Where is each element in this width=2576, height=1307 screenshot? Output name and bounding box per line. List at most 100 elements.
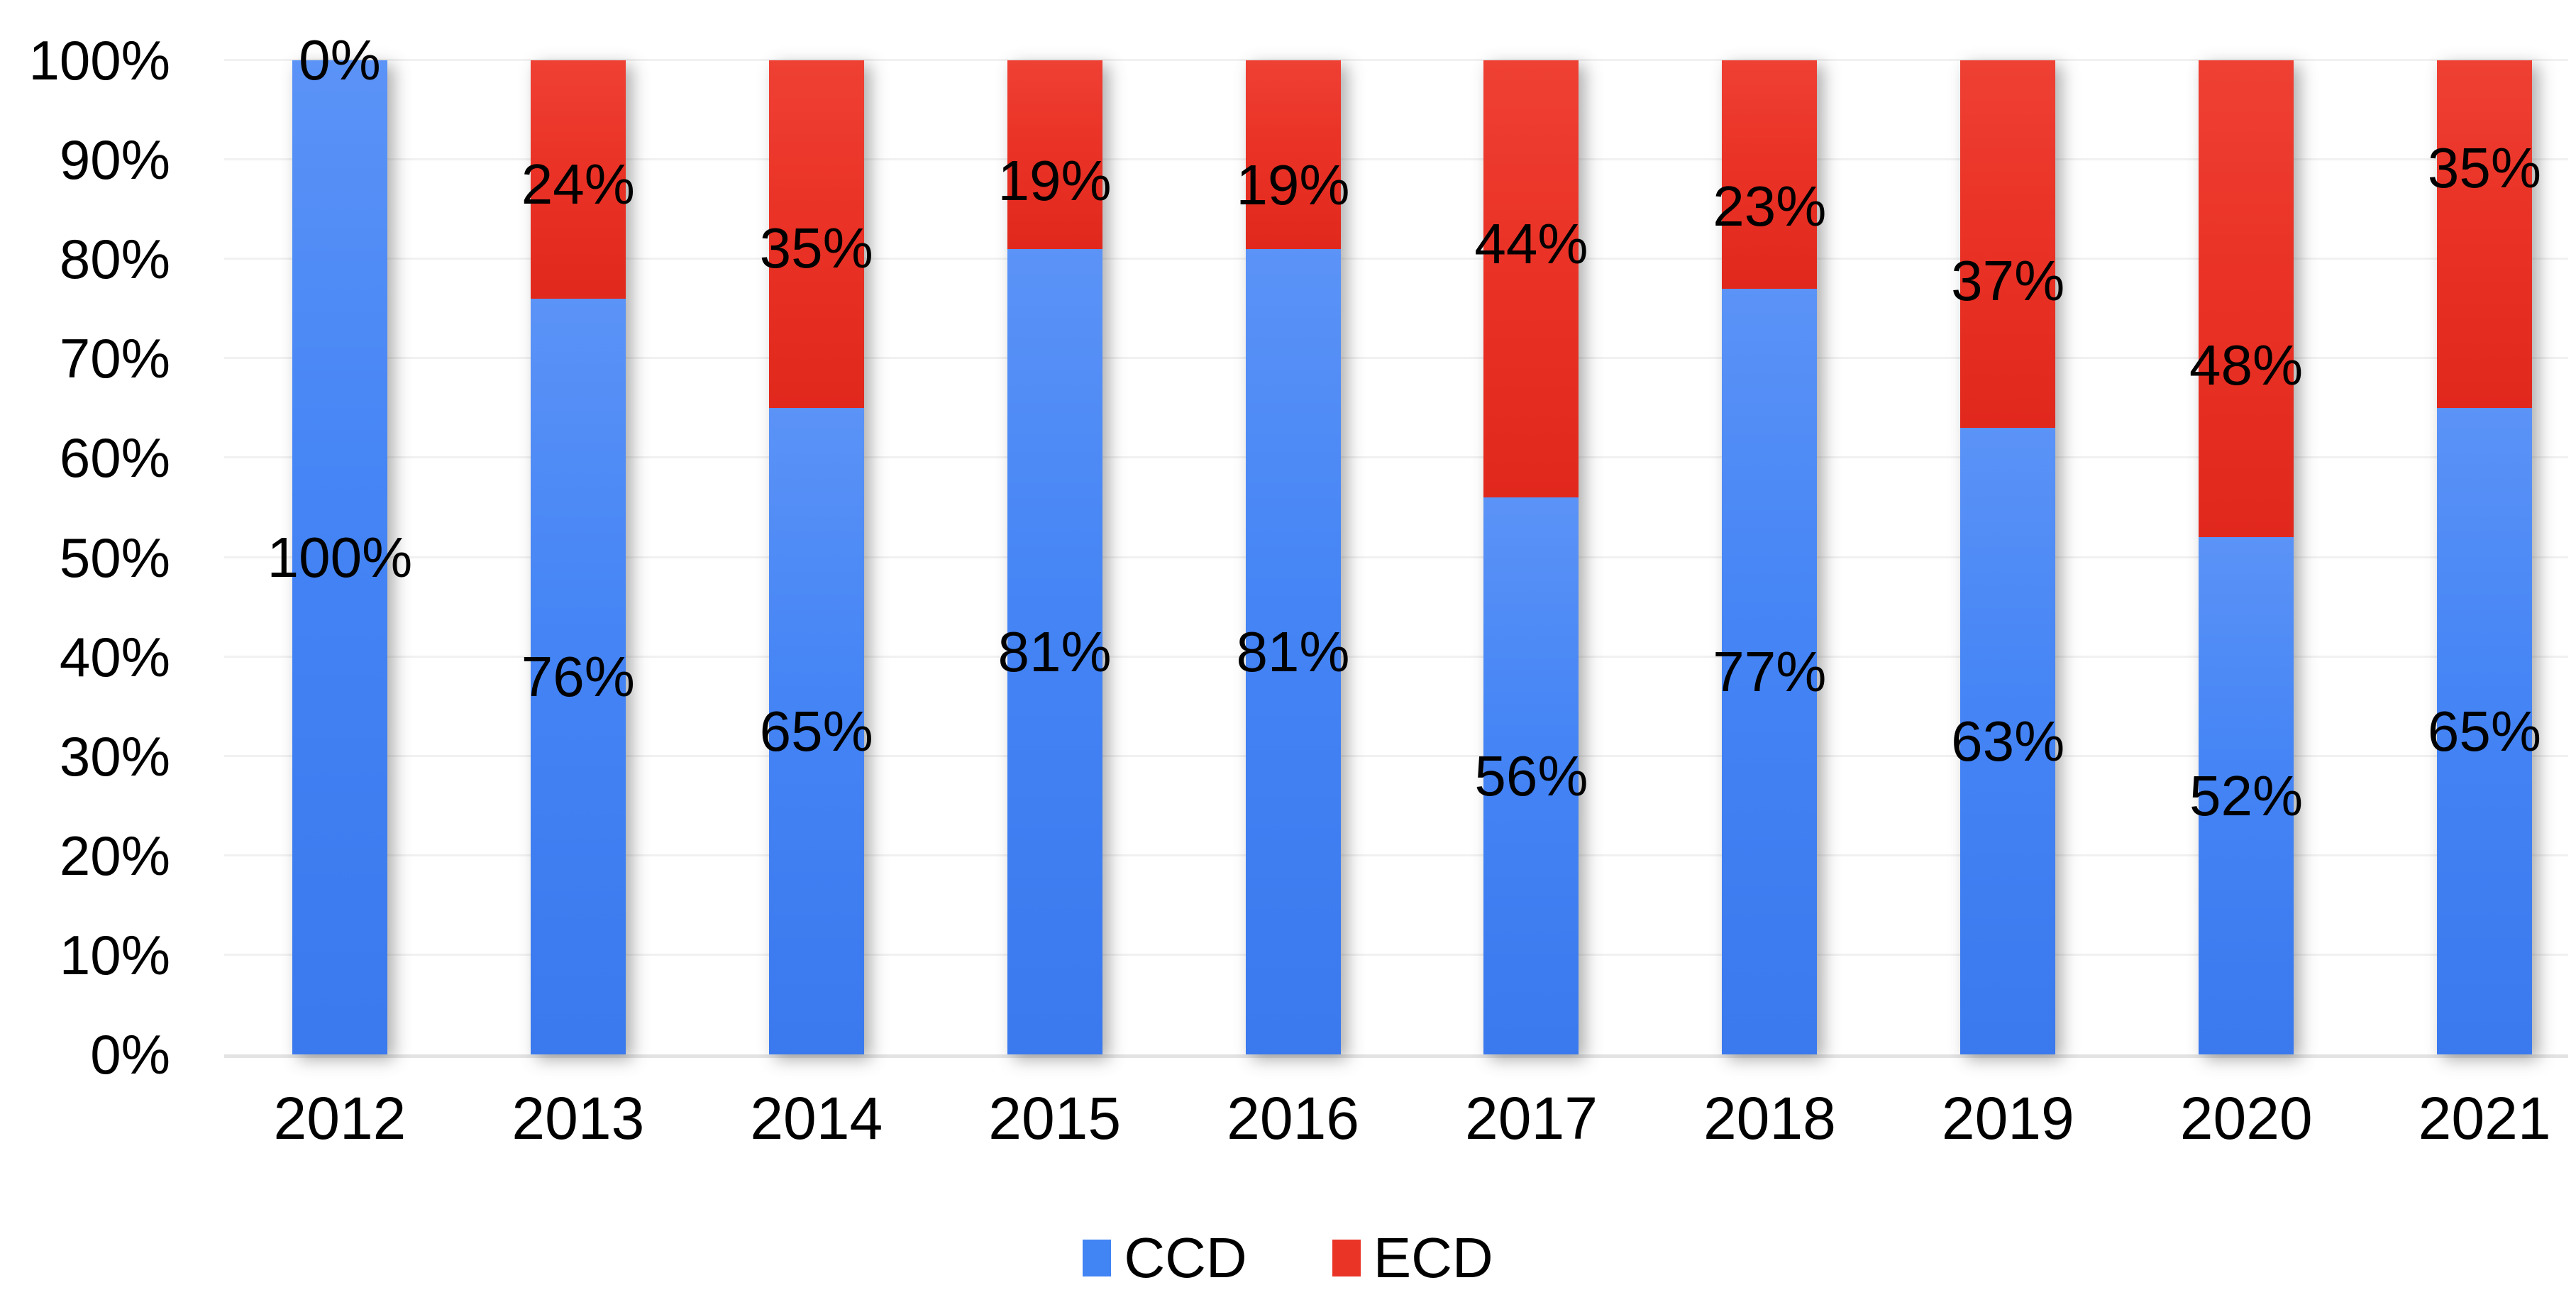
legend-item-ecd: ECD <box>1332 1230 1493 1286</box>
y-axis-tick-label: 70% <box>59 327 170 390</box>
y-axis-tick-label: 40% <box>59 625 170 688</box>
bar-fill <box>1722 60 1818 1054</box>
bar-fill <box>2199 60 2294 1054</box>
bar-group-2021: 35% 65% <box>2428 60 2541 1054</box>
legend-item-ccd: CCD <box>1083 1226 1247 1289</box>
x-axis-labels: 2012 2013 2014 2015 2016 2017 2018 2019 2020 2021 <box>221 1076 2576 1161</box>
y-axis-tick-label: 20% <box>59 824 170 887</box>
bar-group-2017: 44% 56% <box>1474 60 1588 1054</box>
bar-group-2019: 37% 63% <box>1951 60 2064 1054</box>
bar-fill <box>292 60 387 1054</box>
gridline <box>224 854 2568 856</box>
x-axis-label-2020: 2020 <box>2179 1085 2313 1152</box>
ccd-segment <box>1960 428 2056 1054</box>
ecd-value-label: 37% <box>1951 249 2065 313</box>
ecd-value-label: 24% <box>521 152 635 216</box>
ccd-segment <box>530 299 626 1054</box>
x-axis-label-2021: 2021 <box>2418 1085 2551 1152</box>
ecd-segment <box>1245 60 1341 250</box>
ecd-segment <box>1007 60 1102 250</box>
bars-container: 0% 100% 24% 76% 35% 65% 19% 81% 19% 81% 44% 56% 23% 7… <box>221 32 2576 1054</box>
ecd-value-label: 44% <box>1474 211 1588 275</box>
ccd-segment <box>1722 289 1818 1054</box>
ccd-value-label: 52% <box>2189 763 2304 827</box>
y-axis: 0% 10% 20% 30% 40% 50% 60% 70% 80% 90% 100% <box>0 33 171 1082</box>
ccd-segment <box>292 60 387 1054</box>
y-axis-tick-label: 50% <box>59 526 170 589</box>
bar-fill <box>530 60 626 1054</box>
y-axis-tick-label: 100% <box>28 29 171 92</box>
ccd-value-label: 81% <box>997 619 1112 683</box>
x-axis-label-2014: 2014 <box>750 1085 883 1152</box>
bar-group-2016: 19% 81% <box>1236 60 1350 1054</box>
x-axis-label-2012: 2012 <box>273 1085 407 1152</box>
x-axis-label-2015: 2015 <box>988 1085 1122 1152</box>
gridline <box>224 258 2568 260</box>
ecd-segment <box>2436 60 2532 409</box>
ccd-segment <box>2199 537 2294 1054</box>
ecd-segment <box>1483 60 1579 498</box>
ccd-value-label: 81% <box>1236 619 1350 683</box>
ecd-segment <box>1960 60 2056 429</box>
y-axis-tick-label: 60% <box>59 426 170 490</box>
legend: CCD ECD <box>0 1219 2576 1297</box>
bar-fill <box>1245 60 1341 1054</box>
plot-area <box>224 59 2568 1054</box>
ccd-segment <box>1007 249 1102 1054</box>
y-axis-tick-label: 0% <box>90 1023 170 1086</box>
x-axis-label-2017: 2017 <box>1465 1085 1598 1152</box>
bar-fill <box>1960 60 2056 1054</box>
bar-fill <box>1007 60 1102 1054</box>
ecd-segment <box>768 60 864 409</box>
ecd-segment <box>1722 60 1818 289</box>
ecd-value-label: 48% <box>2189 333 2304 397</box>
y-axis-tick-label: 10% <box>59 923 170 986</box>
bar-group-2012: 0% 100% <box>267 32 412 1054</box>
ecd-segment <box>530 60 626 299</box>
bar-group-2015: 19% 81% <box>998 60 1112 1054</box>
x-axis-label-2013: 2013 <box>512 1085 645 1152</box>
ccd-value-label: 76% <box>521 644 635 708</box>
bar-group-2014: 35% 65% <box>760 60 873 1054</box>
ecd-value-label: 0% <box>299 28 381 92</box>
x-axis-label-2019: 2019 <box>1941 1085 2074 1152</box>
ecd-swatch-icon <box>1332 1240 1361 1276</box>
ccd-value-label: 63% <box>1951 709 2065 773</box>
gridline <box>224 953 2568 956</box>
ccd-value-label: 56% <box>1474 744 1588 807</box>
bar-group-2020: 48% 52% <box>2189 60 2303 1054</box>
gridline <box>224 357 2568 360</box>
ccd-value-label: 65% <box>2427 699 2542 763</box>
gridline <box>224 655 2568 658</box>
ecd-value-label: 19% <box>997 149 1112 213</box>
legend-label-ccd: CCD <box>1124 1226 1247 1289</box>
ccd-value-label: 100% <box>267 525 413 589</box>
ccd-swatch-icon <box>1083 1240 1112 1276</box>
ccd-segment <box>1245 249 1341 1054</box>
bar-fill <box>2436 60 2532 1054</box>
bar-fill <box>1483 60 1579 1054</box>
x-axis-line <box>224 1054 2568 1058</box>
x-axis-label-2016: 2016 <box>1227 1085 1360 1152</box>
y-axis-tick-label: 30% <box>59 724 170 788</box>
ccd-value-label: 77% <box>1713 639 1827 703</box>
gridline <box>224 556 2568 558</box>
ecd-value-label: 35% <box>2427 136 2542 199</box>
gridline <box>224 754 2568 757</box>
ecd-value-label: 19% <box>1236 153 1350 216</box>
gridline <box>224 158 2568 161</box>
x-axis-label-2018: 2018 <box>1703 1085 1836 1152</box>
ccd-segment <box>2436 408 2532 1054</box>
gridline <box>224 456 2568 459</box>
bar-group-2013: 24% 76% <box>521 60 635 1054</box>
y-axis-tick-label: 90% <box>59 128 170 192</box>
bar-fill <box>768 60 864 1054</box>
ccd-value-label: 65% <box>759 699 873 763</box>
ccd-segment <box>768 408 864 1054</box>
ecd-value-label: 23% <box>1713 175 1827 238</box>
legend-label-ecd: ECD <box>1373 1226 1493 1289</box>
ecd-segment <box>2199 60 2294 538</box>
ecd-value-label: 35% <box>759 216 873 280</box>
y-axis-tick-label: 80% <box>59 228 170 291</box>
